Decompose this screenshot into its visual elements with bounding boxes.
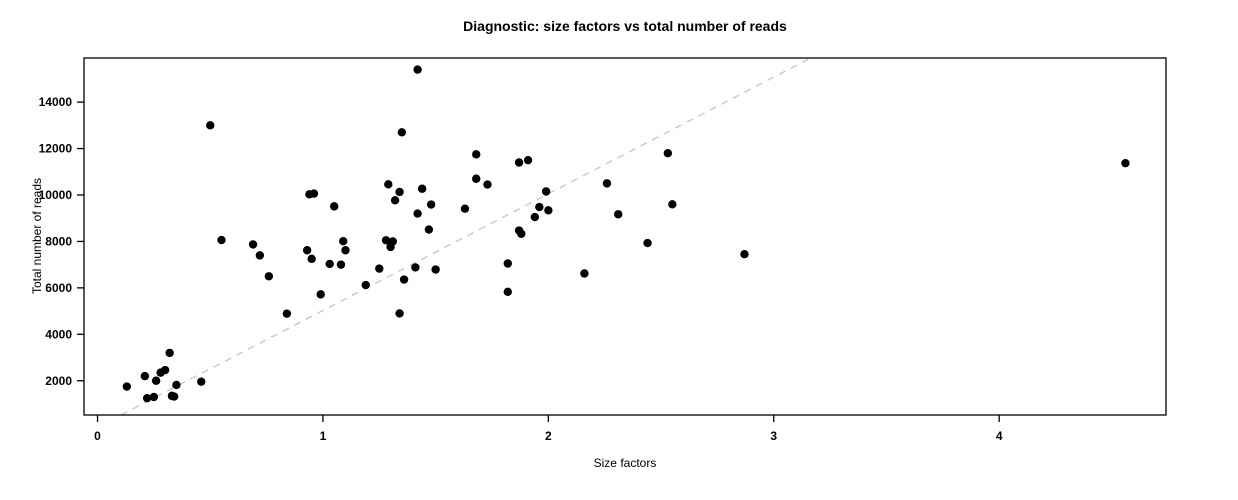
data-point bbox=[206, 121, 215, 130]
data-point bbox=[395, 309, 404, 318]
data-point bbox=[740, 250, 749, 259]
x-tick-label: 2 bbox=[545, 429, 552, 443]
data-point bbox=[160, 365, 170, 375]
data-point bbox=[384, 180, 393, 189]
data-point bbox=[309, 189, 319, 198]
data-point bbox=[282, 309, 292, 318]
data-point bbox=[169, 392, 179, 401]
data-point bbox=[172, 380, 181, 390]
data-point bbox=[197, 377, 206, 386]
data-point bbox=[541, 187, 551, 196]
data-point bbox=[535, 202, 544, 212]
y-tick-label: 2000 bbox=[45, 374, 72, 388]
data-point bbox=[361, 280, 370, 290]
data-point bbox=[602, 179, 612, 188]
chart-title: Diagnostic: size factors vs total number… bbox=[463, 18, 787, 34]
data-point bbox=[580, 269, 589, 278]
data-point bbox=[417, 184, 427, 193]
plot-box bbox=[83, 57, 1167, 416]
data-point bbox=[426, 200, 436, 209]
data-point bbox=[413, 65, 422, 74]
x-tick-label: 1 bbox=[320, 429, 327, 443]
data-point bbox=[397, 128, 407, 137]
data-point bbox=[330, 202, 339, 211]
data-point bbox=[643, 238, 652, 248]
data-point bbox=[122, 382, 132, 391]
data-point bbox=[514, 158, 524, 167]
x-tick-label: 0 bbox=[94, 429, 101, 443]
y-tick-label: 8000 bbox=[45, 234, 72, 248]
data-point bbox=[264, 272, 274, 281]
data-point bbox=[530, 212, 540, 222]
data-point bbox=[517, 229, 526, 238]
data-point bbox=[149, 392, 159, 402]
data-point bbox=[142, 393, 152, 403]
data-point bbox=[336, 260, 346, 269]
data-point bbox=[424, 225, 434, 234]
data-point bbox=[472, 174, 481, 183]
data-point bbox=[411, 263, 420, 272]
data-point bbox=[388, 237, 398, 246]
y-tick-label: 14000 bbox=[39, 95, 73, 109]
data-point bbox=[302, 246, 312, 255]
y-tick-label: 10000 bbox=[39, 188, 73, 202]
x-tick-label: 3 bbox=[770, 429, 777, 443]
y-tick-label: 6000 bbox=[45, 281, 72, 295]
data-point bbox=[316, 290, 325, 299]
data-point bbox=[663, 149, 673, 158]
y-tick-label: 12000 bbox=[39, 142, 73, 156]
data-point bbox=[375, 264, 384, 273]
data-point bbox=[255, 251, 265, 260]
data-point bbox=[614, 210, 623, 219]
data-point bbox=[413, 209, 422, 218]
data-point bbox=[248, 240, 258, 249]
data-point bbox=[503, 287, 512, 297]
data-point bbox=[523, 155, 533, 165]
data-point bbox=[165, 348, 174, 358]
y-axis-title-text: Total number of reads bbox=[30, 177, 44, 295]
data-point bbox=[140, 371, 150, 381]
y-tick-label: 4000 bbox=[45, 327, 72, 341]
data-point bbox=[217, 235, 226, 245]
data-point bbox=[460, 204, 470, 213]
data-point bbox=[390, 196, 400, 205]
data-point bbox=[668, 200, 677, 209]
x-tick-label: 4 bbox=[996, 429, 1003, 443]
data-point bbox=[395, 187, 404, 197]
reference-line bbox=[120, 57, 811, 416]
data-point bbox=[399, 275, 409, 284]
data-point bbox=[325, 259, 334, 269]
data-point bbox=[339, 237, 348, 246]
data-point bbox=[544, 206, 553, 215]
data-point bbox=[503, 259, 512, 268]
data-point bbox=[431, 265, 440, 274]
data-point bbox=[1121, 158, 1130, 168]
x-axis-title: Size factors bbox=[593, 456, 657, 470]
data-point bbox=[472, 150, 481, 159]
data-point bbox=[381, 236, 391, 245]
data-point bbox=[341, 246, 350, 255]
data-point bbox=[483, 180, 492, 189]
data-point bbox=[151, 376, 161, 385]
data-point bbox=[307, 254, 316, 264]
